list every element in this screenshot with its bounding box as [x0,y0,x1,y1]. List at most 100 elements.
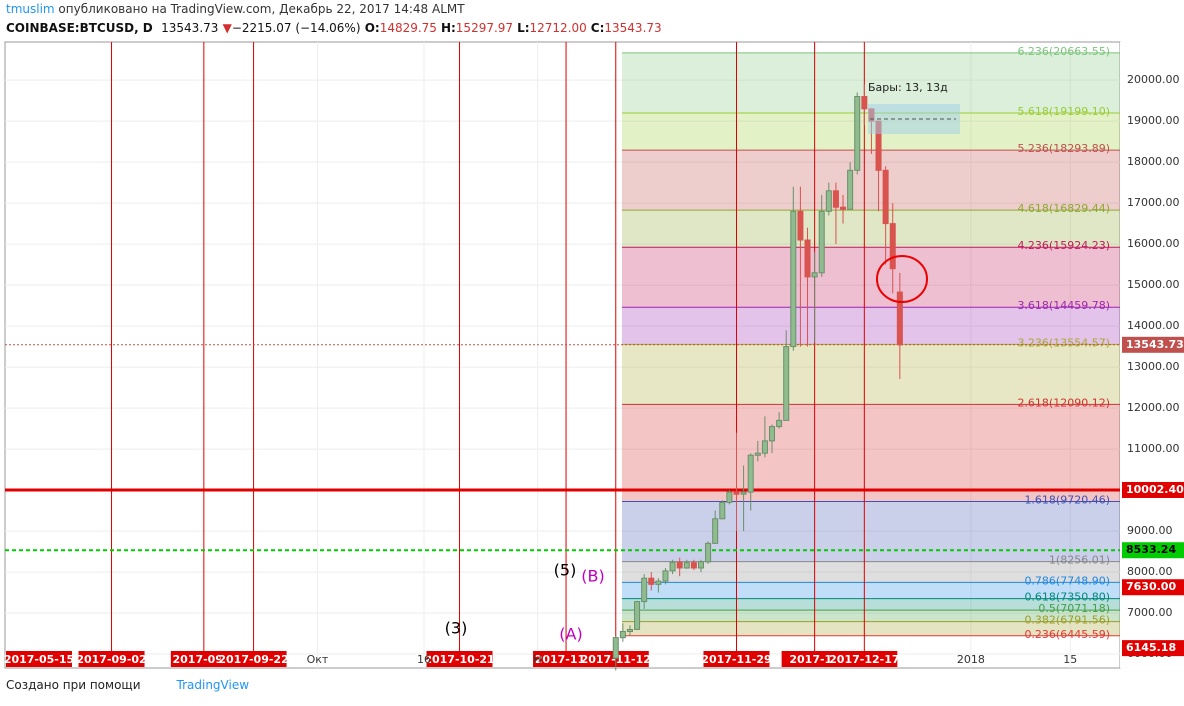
change: −2215.07 (−14.06%) [231,21,361,35]
candle-body [818,210,825,274]
fib-band [622,344,1120,405]
fib-label: 5.236(18293.89) [1017,142,1110,155]
brand[interactable]: TradingView [176,678,250,692]
candle-body [811,272,818,278]
wave-label: (3) [445,619,468,638]
y-tick-label: 19000.00 [1127,114,1180,127]
candle-body [889,223,896,270]
date-label: 2017-09-22 [218,653,288,666]
date-label-bg [703,651,770,667]
fib-band [622,52,1120,113]
ohlc-value: 12712.00 [529,21,587,35]
wave-label: (A) [559,625,582,644]
footer: Создано при помощи TradingView [6,678,249,692]
candle-body [797,210,804,241]
price-tag [1122,542,1184,559]
price-tag-label: 13543.73 [1126,338,1184,351]
price-tag [1122,640,1184,657]
date-label: 2017-12 [789,653,840,666]
fib-band [622,582,1120,599]
price-tag-label: 6145.18 [1126,641,1176,654]
ohlc-label: O: [364,21,380,35]
hand-circle [876,255,928,303]
fib-label: 3.236(13554.57) [1017,336,1110,349]
fib-label: 1.618(9720.46) [1024,494,1110,507]
candle-body [847,169,854,210]
candle-body [641,577,648,603]
date-label-bg [533,651,600,667]
candle-body [790,210,797,348]
fib-band [622,150,1120,211]
date-label: 2017-09-02 [76,653,146,666]
published: опубликовано на TradingView.com, Декабрь… [54,2,465,16]
fib-label: 5.618(19199.10) [1017,105,1110,118]
y-tick-label: 12000.00 [1127,401,1180,414]
fib-band [622,404,1120,502]
date-label: 2017-10-21 [424,653,494,666]
ohlc-label: L: [517,21,530,35]
fib-label: 6.236(20663.55) [1017,45,1110,58]
date-label-bg [78,651,145,667]
arrow: ▼ [222,21,232,35]
price-tag-label: 7630.00 [1126,580,1176,593]
candle-body [726,491,733,503]
candle-body [712,518,719,544]
fib-band [622,598,1120,611]
candle-body [626,628,633,633]
date-label: 2017-12-17 [829,653,899,666]
fib-label: 4.618(16829.44) [1017,202,1110,215]
fib-band [622,247,1120,308]
candle-body [690,562,697,569]
price-tag [1122,579,1184,596]
wave-label: (B) [581,567,604,586]
fib-band [622,621,1120,636]
candle-body [733,491,740,495]
y-tick-label: 18000.00 [1127,155,1180,168]
fib-label: 2.618(12090.12) [1017,396,1110,409]
x-tick-label: 15 [1063,653,1077,666]
candle-body [655,580,662,585]
candle-body [747,454,754,493]
candle-body [882,169,889,225]
candle-body [761,440,768,454]
y-tick-label: 15000.00 [1127,278,1180,291]
candle-body [769,426,776,442]
date-label-bg [426,651,493,667]
symbol: COINBASE:BTCUSD, D [6,21,153,35]
candle-body [825,190,832,212]
price-tag [1122,336,1184,353]
author[interactable]: tmuslim [6,2,55,16]
ohlc-label: C: [590,21,605,35]
candle-body [619,631,626,639]
fib-band [622,210,1120,248]
ohlc-value: 13543.73 [604,21,662,35]
candle-body [783,346,790,421]
ohlc-label: H: [440,21,456,35]
y-tick-label: 13000.00 [1127,360,1180,373]
x-tick-label: Н [534,653,542,666]
header-line: tmuslim опубликовано на TradingView.com,… [6,2,465,16]
wave-label: (5) [554,561,577,580]
ohlc-value: 15297.97 [455,21,514,35]
fib-label: 4.236(15924.23) [1017,239,1110,252]
x-tick-label: 2018 [957,653,985,666]
plot-border [4,41,1121,669]
candle-body [804,239,811,278]
fib-label: 0.236(6445.59) [1024,628,1110,641]
price-axis [1120,42,1184,668]
candle-body [719,501,726,520]
candle-body [861,96,868,110]
fib-band [622,307,1120,345]
date-label-bg [220,651,287,667]
y-tick-label: 17000.00 [1127,196,1180,209]
candle-body [896,291,903,346]
date-label-bg [781,651,848,667]
candle-body [854,96,861,171]
candle-body [776,419,783,428]
candle-body [754,452,761,456]
date-label-bg [170,651,237,667]
y-tick-label: 7000.00 [1127,606,1173,619]
date-label: 2017-09-1 [172,653,235,666]
y-tick-label: 16000.00 [1127,237,1180,250]
y-tick-label: 20000.00 [1127,73,1180,86]
